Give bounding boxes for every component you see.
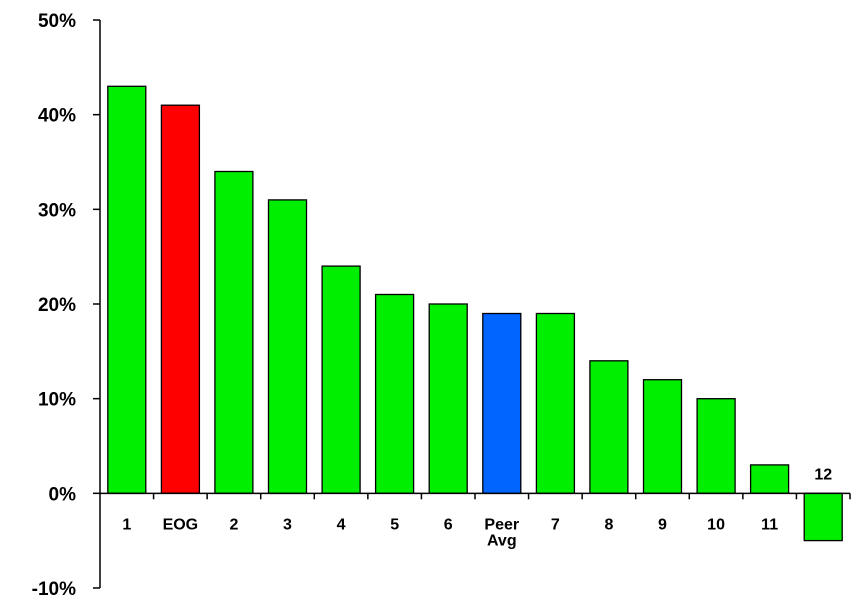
bar-9 [642,379,683,494]
bar-10 [696,398,736,495]
x-category-label: 12 [814,466,832,483]
bar-4 [321,265,361,494]
y-tick-label: 20% [38,295,76,316]
bar-5 [374,293,415,494]
x-category-label: 11 [761,516,778,533]
x-category-label: 4 [337,516,346,533]
x-category-label: 5 [390,516,399,533]
x-category-label: Peer [484,516,519,533]
bar-eog [160,104,201,494]
bar-7 [535,312,576,495]
bar-1 [107,85,147,495]
x-category-label: 2 [229,516,238,533]
bar-3 [267,199,308,495]
bar-11 [749,464,790,494]
x-category-label: Avg [487,532,517,549]
axes-group [93,19,851,589]
bar-peer-avg [482,312,522,495]
bar-12 [803,492,843,542]
x-category-label: 9 [658,516,667,533]
x-category-label: 1 [122,516,131,533]
bar-2 [214,170,254,495]
x-category-label: 3 [283,516,292,533]
bars-group [107,85,843,542]
y-tick-label: 50% [38,11,76,32]
y-tick-label: -10% [32,579,76,600]
x-category-label: EOG [163,516,199,533]
y-tick-label: 40% [38,106,76,127]
x-category-label: 10 [707,516,725,533]
bar-6 [428,303,468,494]
x-category-label: 6 [444,516,453,533]
y-tick-label: 30% [38,200,76,221]
y-tick-label: 0% [49,484,77,505]
bar-8 [589,360,629,494]
y-tick-label: 10% [38,390,76,411]
x-category-label: 7 [551,516,560,533]
x-category-label: 8 [604,516,613,533]
